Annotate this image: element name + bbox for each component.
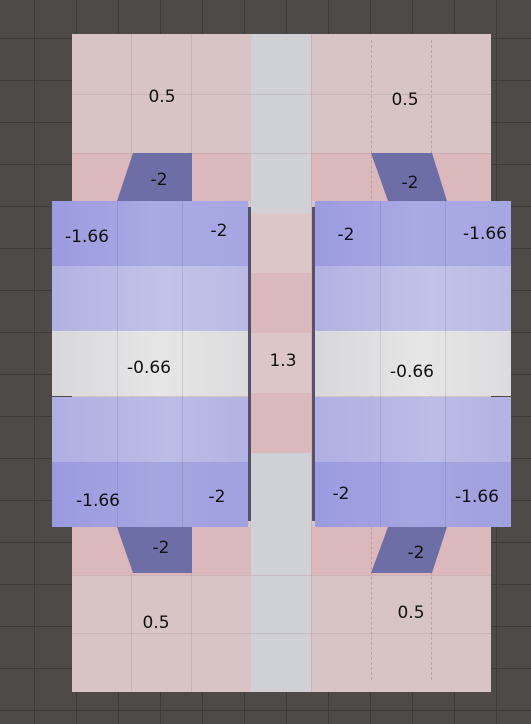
label-right-slab-top-outer: -1.66 [463,224,507,244]
slab-grid-line [445,201,446,527]
slab-band [315,201,511,266]
label-floor-top-left: 0.5 [148,87,176,107]
slab-grid-line [117,201,118,527]
label-ramp-top-right: -2 [401,173,419,193]
slab-band [52,266,248,331]
slab-band [52,331,248,396]
label-right-slab-mid: -0.66 [390,362,434,382]
ramp-top-left [117,153,192,201]
label-left-slab-mid: -0.66 [127,358,171,378]
slab-band [315,331,511,396]
grid-line [72,94,491,95]
label-center: 1.3 [269,351,297,371]
ramp-bottom-left [117,527,192,573]
label-left-slab-top-outer: -1.66 [65,227,109,247]
label-ramp-bottom-left: -2 [152,538,170,558]
label-floor-bottom-right: 0.5 [397,603,425,623]
slab-band [315,462,511,527]
label-left-slab-top-inner: -2 [210,221,228,241]
slab-grid-line [380,201,381,527]
label-right-slab-bottom-inner: -2 [332,484,350,504]
label-ramp-top-left: -2 [150,170,168,190]
right-slab-edge [312,207,315,521]
grid-line [72,153,491,154]
slab-band [52,462,248,527]
center-segment-3 [251,333,311,393]
slab-band [52,201,248,266]
center-segment-2 [251,273,311,333]
left-slab [52,201,248,527]
center-segment-4 [251,393,311,453]
slab-grid-line [182,201,183,527]
label-right-slab-top-inner: -2 [337,225,355,245]
ramp-top-right [371,153,447,201]
grid-line [72,633,491,634]
label-right-slab-bottom-outer: -1.66 [455,487,499,507]
label-ramp-bottom-right: -2 [407,543,425,563]
label-floor-top-right: 0.5 [391,90,419,110]
center-segment-1 [251,213,311,273]
slab-band [52,397,248,462]
slab-band [315,397,511,462]
grid-line [72,575,491,576]
label-floor-bottom-left: 0.5 [142,613,170,633]
right-slab [315,201,511,527]
slab-band [315,266,511,331]
label-left-slab-bottom-outer: -1.66 [76,491,120,511]
label-left-slab-bottom-inner: -2 [208,487,226,507]
left-slab-edge [248,207,251,521]
ramp-bottom-right [371,527,447,573]
grid-line [311,34,312,692]
